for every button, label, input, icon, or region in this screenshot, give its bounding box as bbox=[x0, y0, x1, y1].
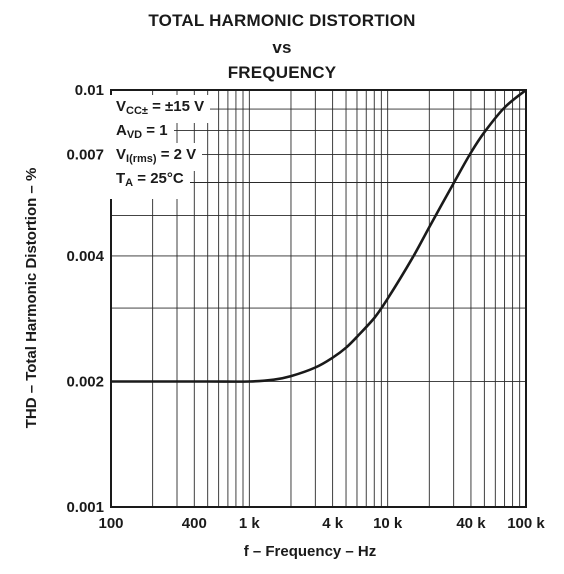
y-axis-label: THD – Total Harmonic Distortion – % bbox=[23, 168, 40, 429]
chart-title-line-1: TOTAL HARMONIC DISTORTION bbox=[148, 11, 416, 30]
x-axis-label: f – Frequency – Hz bbox=[244, 543, 377, 560]
y-tick-label: 0.002 bbox=[66, 373, 104, 390]
chart-title-line-3: FREQUENCY bbox=[227, 63, 337, 82]
plot-frame bbox=[110, 89, 527, 508]
y-tick-label: 0.001 bbox=[66, 499, 104, 516]
x-tick-label: 4 k bbox=[322, 515, 344, 532]
x-tick-label: 10 k bbox=[373, 515, 403, 532]
x-tick-label: 100 k bbox=[507, 515, 545, 532]
condition-avd: AVD = 1 bbox=[110, 119, 174, 147]
x-tick-label: 100 bbox=[98, 515, 123, 532]
chart-title-line-2: vs bbox=[272, 38, 292, 57]
condition-vi: VI(rms) = 2 V bbox=[110, 143, 203, 171]
tick-labels: 100 400 1 k 4 k 10 k 40 k 100 k 0.001 0.002 0.004… bbox=[66, 82, 545, 532]
series-line-thd bbox=[111, 88, 527, 383]
x-tick-label: 1 k bbox=[239, 515, 261, 532]
x-tick-label: 400 bbox=[182, 515, 207, 532]
condition-ta: TA = 25°C bbox=[110, 167, 190, 199]
y-tick-label: 0.01 bbox=[75, 82, 104, 99]
condition-vcc: VCC± = ±15 V bbox=[110, 95, 211, 123]
y-tick-label: 0.007 bbox=[66, 147, 104, 164]
y-tick-label: 0.004 bbox=[66, 248, 104, 265]
x-tick-label: 40 k bbox=[456, 515, 486, 532]
